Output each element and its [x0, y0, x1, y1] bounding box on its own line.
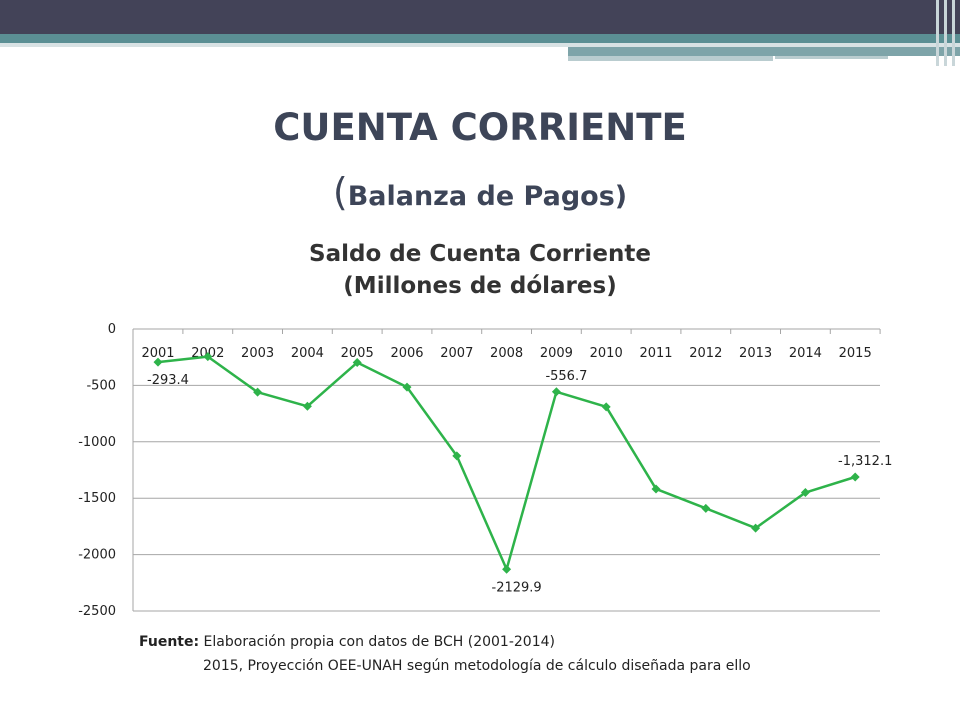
chart-subtitle: (Millones de dólares) — [343, 273, 617, 299]
header-edge-stripe — [944, 0, 947, 66]
data-point — [153, 357, 163, 367]
data-point — [800, 488, 810, 498]
data-point — [601, 402, 611, 412]
data-label: -293.4 — [147, 373, 189, 388]
x-tick-label: 2003 — [241, 346, 274, 361]
chart-title-block: Saldo de Cuenta Corriente (Millones de d… — [0, 238, 960, 302]
data-point — [751, 523, 761, 533]
x-tick-label: 2008 — [490, 346, 523, 361]
x-tick-label: 2012 — [689, 346, 722, 361]
y-tick-label: -2500 — [78, 604, 116, 619]
x-tick-label: 2004 — [291, 346, 324, 361]
subtitle-open-paren: ( — [332, 170, 348, 214]
slide-subtitle: (Balanza de Pagos) — [0, 170, 960, 214]
source-label: Fuente: — [139, 634, 200, 650]
subtitle-text: Balanza de Pagos — [347, 181, 615, 212]
header-bar — [0, 0, 960, 34]
data-point — [302, 401, 312, 411]
data-point — [502, 564, 512, 574]
data-point — [402, 382, 412, 392]
data-point — [701, 503, 711, 513]
data-label: -556.7 — [545, 369, 587, 384]
x-tick-label: 2011 — [639, 346, 672, 361]
data-point — [203, 352, 213, 362]
header-accent-band — [0, 34, 960, 43]
x-tick-label: 2005 — [341, 346, 374, 361]
source-line-1: Elaboración propia con datos de BCH (200… — [203, 634, 555, 650]
header-edge-stripe — [936, 0, 939, 66]
data-point — [352, 358, 362, 368]
data-point — [850, 472, 860, 482]
source-line-2: 2015, Proyección OEE-UNAH según metodolo… — [203, 658, 751, 674]
header-edge-stripe — [952, 0, 955, 66]
slide-title: CUENTA CORRIENTE — [273, 106, 687, 149]
x-tick-label: 2010 — [590, 346, 623, 361]
series-line — [157, 355, 856, 571]
y-tick-label: -2000 — [78, 548, 116, 563]
data-label: -1,312.1 — [838, 454, 892, 469]
subtitle-close-paren: ) — [614, 181, 628, 212]
x-tick-label: 2001 — [141, 346, 174, 361]
header-light-band — [0, 43, 960, 47]
header-tab-line — [568, 56, 773, 61]
y-tick-label: -1500 — [78, 491, 116, 506]
source-note: Fuente: Elaboración propia con datos de … — [139, 630, 751, 678]
header-tab-line-secondary — [775, 56, 888, 59]
x-tick-label: 2006 — [390, 346, 423, 361]
data-point — [452, 451, 462, 461]
header-tab — [568, 47, 960, 56]
x-tick-label: 2015 — [839, 346, 872, 361]
y-tick-label: -1000 — [78, 435, 116, 450]
y-tick-label: -500 — [86, 378, 116, 393]
data-point — [651, 484, 661, 494]
x-tick-label: 2014 — [789, 346, 822, 361]
y-tick-label: 0 — [108, 322, 116, 337]
chart-title: Saldo de Cuenta Corriente — [309, 241, 651, 267]
x-tick-label: 2013 — [739, 346, 772, 361]
data-point — [253, 387, 263, 397]
x-tick-label: 2009 — [540, 346, 573, 361]
data-point — [551, 387, 561, 397]
data-label: -2129.9 — [492, 580, 542, 595]
x-tick-label: 2007 — [440, 346, 473, 361]
